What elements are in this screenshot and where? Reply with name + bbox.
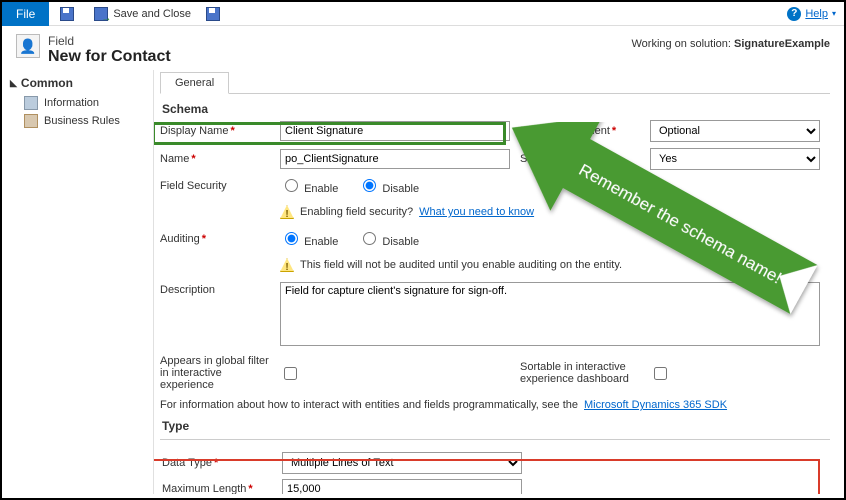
warning-icon: !	[280, 205, 294, 219]
solution-label: Working on solution: SignatureExample	[631, 38, 830, 50]
help-menu[interactable]: ? Help ▾	[787, 7, 836, 21]
help-icon: ?	[787, 7, 801, 21]
description-label: Description	[160, 282, 270, 296]
display-name-label: Display Name	[160, 125, 270, 137]
searchable-select[interactable]: Yes	[650, 148, 820, 170]
field-security-enable[interactable]: Enable	[280, 176, 338, 195]
description-input[interactable]: Field for capture client's signature for…	[280, 282, 820, 346]
field-security-info: Enabling field security?	[300, 206, 413, 218]
field-security-link[interactable]: What you need to know	[419, 206, 534, 218]
data-type-select[interactable]: Multiple Lines of Text	[282, 452, 522, 474]
searchable-label: Searchable	[520, 153, 640, 165]
ribbon: File Save and Close ? Help ▾	[2, 2, 844, 26]
field-security-disable[interactable]: Disable	[358, 176, 419, 195]
page-title: New for Contact	[48, 48, 171, 66]
file-button[interactable]: File	[2, 2, 49, 26]
sidebar-item-business-rules[interactable]: Business Rules	[10, 112, 145, 130]
data-type-label: Data Type	[162, 457, 272, 469]
schema-heading: Schema	[162, 102, 830, 116]
field-icon: 👤	[16, 34, 40, 58]
name-label: Name	[160, 153, 270, 165]
sidebar: ◣ Common Information Business Rules	[2, 70, 154, 494]
type-heading: Type	[162, 419, 830, 433]
chevron-down-icon: ▾	[832, 9, 836, 18]
display-name-input[interactable]	[280, 121, 510, 141]
warning-icon: !	[280, 258, 294, 272]
business-rules-icon	[24, 114, 38, 128]
sortable-label: Sortable in interactive experience dashb…	[520, 361, 640, 385]
field-requirement-label: Field Requirement	[520, 125, 640, 137]
appears-filter-checkbox[interactable]	[284, 367, 297, 380]
tab-bar: General	[160, 72, 830, 94]
sdk-text: For information about how to interact wi…	[160, 399, 578, 411]
appears-filter-label: Appears in global filter in interactive …	[160, 355, 270, 391]
sidebar-item-information[interactable]: Information	[10, 94, 145, 112]
save-and-close-button[interactable]: Save and Close	[93, 2, 191, 26]
auditing-disable[interactable]: Disable	[358, 229, 419, 248]
information-icon	[24, 96, 38, 110]
name-input[interactable]	[280, 149, 510, 169]
sortable-checkbox[interactable]	[654, 367, 667, 380]
max-length-input[interactable]	[282, 479, 522, 494]
field-security-label: Field Security	[160, 180, 270, 192]
tab-general[interactable]: General	[160, 72, 229, 94]
sdk-link[interactable]: Microsoft Dynamics 365 SDK	[584, 399, 727, 411]
save-as-icon	[205, 6, 221, 22]
content: General Schema Display Name Field Requir…	[154, 70, 844, 494]
auditing-enable[interactable]: Enable	[280, 229, 338, 248]
auditing-info: This field will not be audited until you…	[300, 259, 622, 271]
page-header: 👤 Field New for Contact Working on solut…	[2, 26, 844, 70]
save-icon	[59, 6, 75, 22]
help-label: Help	[805, 8, 828, 20]
sidebar-group-common[interactable]: ◣ Common	[10, 76, 145, 90]
collapse-icon: ◣	[10, 78, 17, 89]
save-close-label: Save and Close	[113, 8, 191, 20]
save-as-button[interactable]	[205, 2, 225, 26]
save-close-icon	[93, 6, 109, 22]
max-length-label: Maximum Length	[162, 483, 272, 494]
auditing-label: Auditing	[160, 233, 270, 245]
field-requirement-select[interactable]: Optional	[650, 120, 820, 142]
breadcrumb: Field	[48, 34, 171, 48]
save-button[interactable]	[59, 2, 79, 26]
